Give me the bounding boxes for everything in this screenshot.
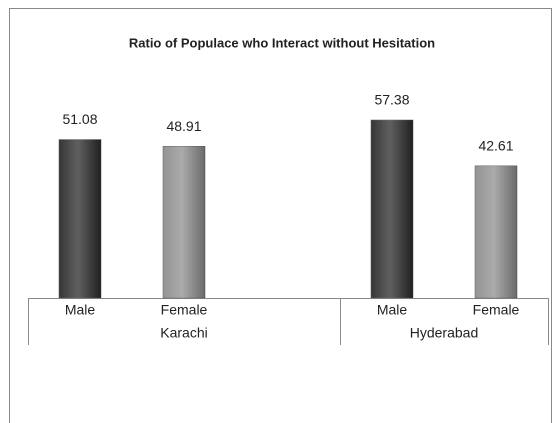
x-tick-label: Male	[377, 302, 408, 318]
x-tick-label: Female	[161, 302, 208, 318]
group-label: Karachi	[160, 325, 207, 341]
bar-shine	[475, 165, 517, 298]
bar-shine	[59, 139, 101, 298]
bar-shine	[163, 146, 205, 298]
data-label: 57.38	[374, 92, 409, 108]
data-label: 51.08	[62, 111, 97, 127]
bar-shine	[371, 120, 413, 298]
group-label: Hyderabad	[410, 325, 479, 341]
x-tick-label: Female	[473, 302, 520, 318]
chart-title: Ratio of Populace who Interact without H…	[129, 35, 435, 50]
data-label: 42.61	[478, 138, 513, 154]
data-label: 48.91	[166, 118, 201, 134]
x-tick-label: Male	[65, 302, 96, 318]
